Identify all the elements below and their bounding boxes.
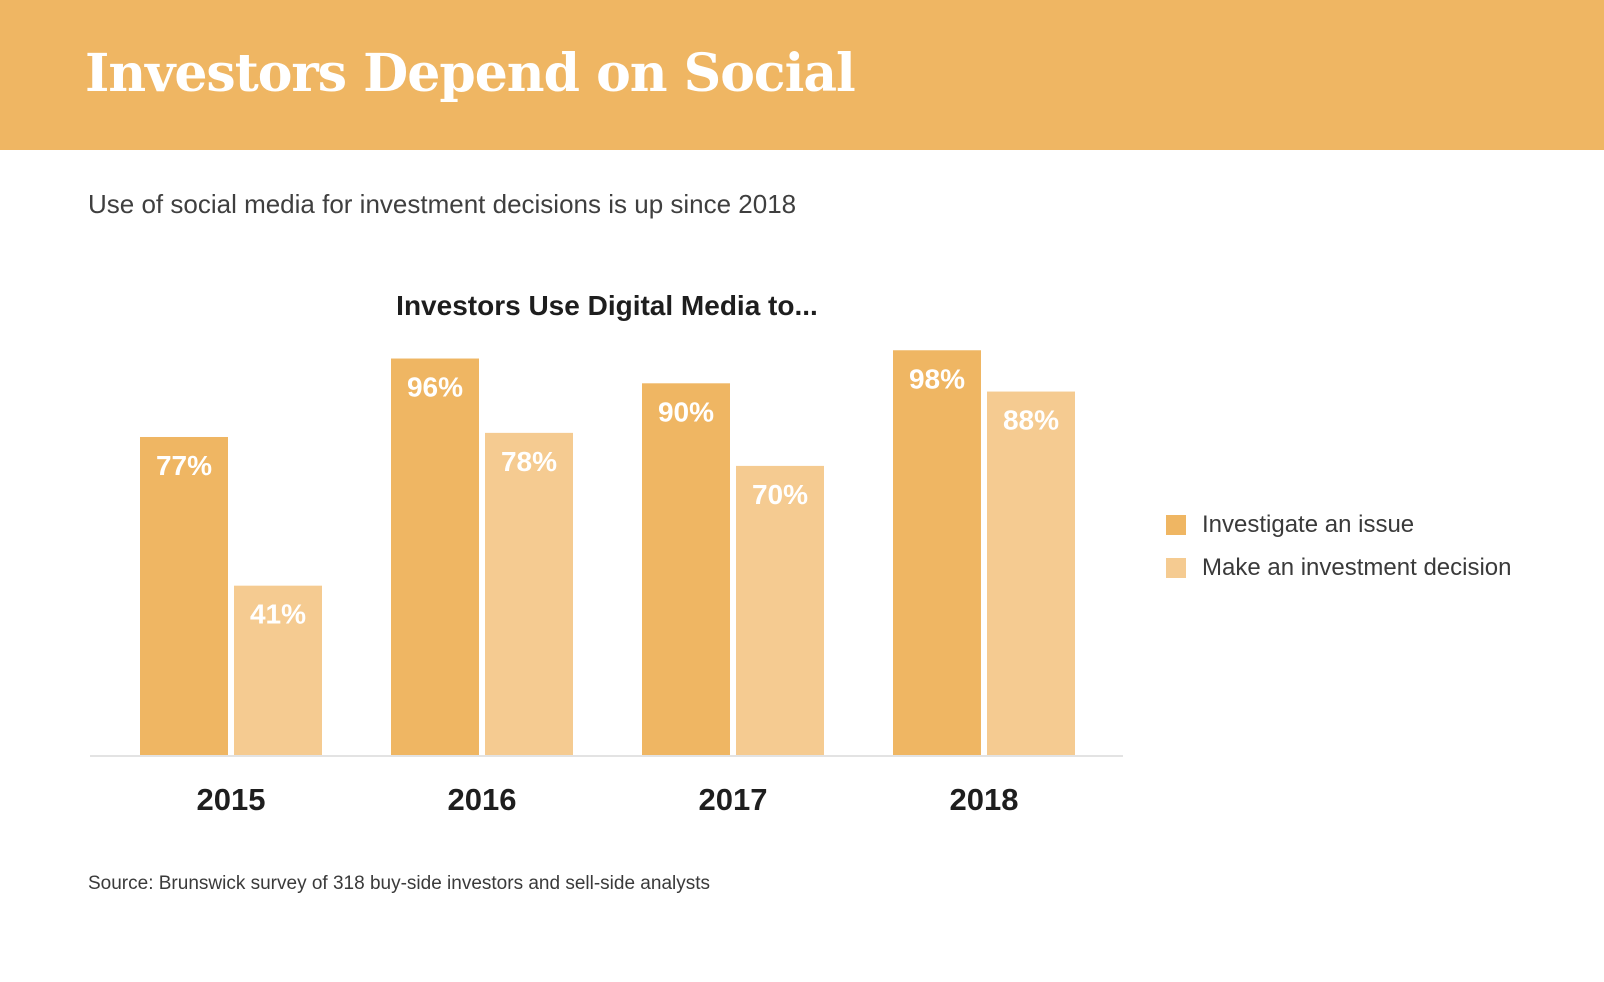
legend-label-investigate: Investigate an issue: [1202, 511, 1415, 538]
x-tick-label-2017: 2017: [699, 782, 768, 817]
bar-make-an-investment-decision-2015: [234, 585, 322, 755]
bar-make-an-investment-decision-2017: [736, 465, 824, 755]
data-label-investigate-an-issue-2016: 96%: [407, 372, 463, 403]
x-tick-label-2016: 2016: [448, 782, 517, 817]
x-tick-label-2018: 2018: [950, 782, 1019, 817]
legend-label-decision: Make an investment decision: [1202, 554, 1512, 581]
bar-investigate-an-issue-2018: [893, 350, 981, 755]
bar-make-an-investment-decision-2016: [485, 432, 573, 755]
bar-chart: Investors Use Digital Media to... 77% 41%…: [90, 290, 1123, 817]
data-label-make-an-investment-decision-2016: 78%: [501, 446, 557, 477]
ticks-layer: 2015 2016 2017 2018: [197, 782, 1019, 817]
source-note: Source: Brunswick survey of 318 buy-side…: [88, 873, 711, 894]
bar-investigate-an-issue-2016: [391, 358, 479, 755]
legend-swatch-investigate: [1166, 515, 1186, 535]
data-label-make-an-investment-decision-2015: 41%: [250, 599, 306, 630]
bars-layer: 77% 41% 96% 78% 90% 70% 98% 88%: [140, 350, 1075, 755]
chart-title: Investors Use Digital Media to...: [396, 290, 818, 321]
bar-investigate-an-issue-2015: [140, 436, 228, 755]
bar-make-an-investment-decision-2018: [987, 391, 1075, 755]
data-label-investigate-an-issue-2017: 90%: [658, 396, 714, 427]
header-band: Investors Depend on Social: [0, 0, 1604, 150]
data-label-make-an-investment-decision-2017: 70%: [752, 479, 808, 510]
subtitle: Use of social media for investment decis…: [88, 189, 797, 219]
data-label-investigate-an-issue-2015: 77%: [156, 450, 212, 481]
legend-swatch-decision: [1166, 558, 1186, 578]
bar-investigate-an-issue-2017: [642, 383, 730, 755]
page-title: Investors Depend on Social: [85, 43, 856, 104]
data-label-make-an-investment-decision-2018: 88%: [1003, 405, 1059, 436]
data-label-investigate-an-issue-2018: 98%: [909, 363, 965, 394]
x-tick-label-2015: 2015: [197, 782, 266, 817]
